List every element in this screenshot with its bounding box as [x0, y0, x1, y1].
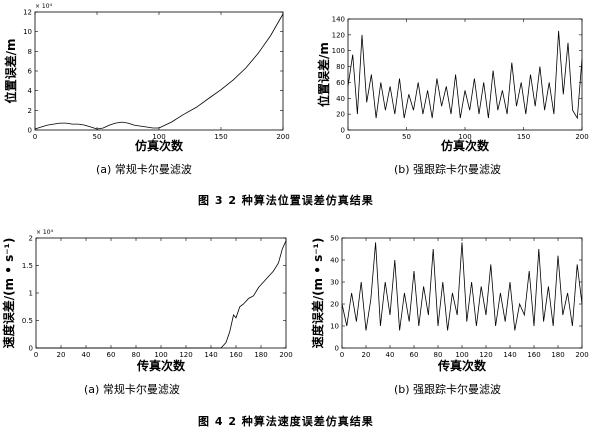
- y-tick-label: 6: [28, 68, 33, 76]
- y-tick-label: 40: [336, 95, 345, 103]
- y-axis-label: 速度误差/(m • s⁻¹): [1, 238, 16, 349]
- x-tick-label: 200: [575, 133, 588, 141]
- x-tick-label: 60: [107, 351, 116, 359]
- x-tick-label: 0: [34, 351, 38, 359]
- x-tick-label: 50: [93, 133, 102, 141]
- axis-exponent-label: × 10⁴: [36, 229, 54, 236]
- y-tick-label: 2: [29, 235, 33, 243]
- y-tick-label: 0: [28, 127, 32, 135]
- x-tick-label: 0: [340, 351, 344, 359]
- fig4-caption: 图 4 2 种算法速度误差仿真结果: [198, 415, 374, 428]
- y-tick-label: 50: [330, 235, 339, 243]
- x-tick-label: 140: [503, 351, 516, 359]
- x-axis-label: 传真次数: [136, 358, 186, 373]
- chart-4: 0 20 40 60 80 100 120 140 160 180 200 0 10 20 30 40 50 传真…: [310, 235, 589, 374]
- plot-frame: [34, 11, 284, 131]
- x-tick-label: 80: [434, 351, 443, 359]
- chart-3: 0 20 40 60 80 100 120 140 160 180 200 0 0.5 1 1.5 2 传真次数…: [1, 229, 293, 373]
- y-tick-label: 0: [29, 345, 33, 353]
- x-tick-label: 140: [204, 351, 217, 359]
- x-tick-label: 150: [214, 133, 227, 141]
- chart-1: 0 50 100 150 200 0 2 4 6 8 10 12 仿真次数 位置误差/m × 10⁴: [3, 3, 290, 153]
- series-line: [36, 240, 287, 349]
- axis-exponent-label: × 10⁴: [35, 3, 53, 10]
- x-axis-label: 仿真次数: [441, 138, 490, 153]
- x-tick-label: 100: [152, 133, 165, 141]
- x-tick-label: 50: [402, 133, 411, 141]
- plot-frame: [35, 237, 287, 349]
- x-tick-label: 40: [82, 351, 91, 359]
- x-axis-label: 仿真次数: [135, 138, 184, 153]
- y-tick-label: 120: [332, 31, 345, 39]
- x-tick-label: 150: [517, 133, 530, 141]
- y-tick-label: 8: [28, 48, 32, 56]
- series-line: [34, 13, 284, 130]
- y-axis-label: 位置误差/m: [3, 39, 18, 104]
- y-tick-label: 30: [330, 279, 339, 287]
- x-tick-label: 100: [455, 351, 468, 359]
- x-tick-label: 0: [33, 133, 37, 141]
- x-tick-label: 180: [551, 351, 564, 359]
- y-tick-label: 20: [330, 301, 339, 309]
- y-tick-label: 12: [23, 9, 32, 17]
- x-tick-label: 0: [346, 133, 350, 141]
- y-axis-label: 速度误差/(m • s⁻¹): [310, 238, 325, 349]
- y-tick-label: 2: [28, 107, 32, 115]
- x-tick-label: 200: [575, 351, 588, 359]
- chart-2: 0 50 100 150 200 0 20 40 60 80 100 120 140 仿真次数 位置误差/m: [316, 16, 589, 154]
- x-axis-label: 传真次数: [437, 358, 487, 373]
- x-tick-label: 40: [386, 351, 395, 359]
- fig3-caption: 图 3 2 种算法位置误差仿真结果: [198, 194, 374, 207]
- y-tick-label: 4: [28, 87, 33, 95]
- x-tick-label: 200: [276, 133, 289, 141]
- x-tick-label: 120: [479, 351, 492, 359]
- y-tick-label: 80: [336, 63, 345, 71]
- y-tick-label: 10: [330, 323, 339, 331]
- x-tick-label: 160: [527, 351, 540, 359]
- fig4-panel-b-caption: (b) 强跟踪卡尔曼滤波: [394, 383, 502, 396]
- y-tick-label: 1: [29, 290, 33, 298]
- x-tick-label: 100: [458, 133, 471, 141]
- fig3-panel-a-caption: (a) 常规卡尔曼滤波: [96, 163, 192, 176]
- y-tick-label: 140: [332, 16, 345, 24]
- plot-frame: [347, 18, 583, 131]
- plot-frame: [341, 237, 583, 349]
- series-line: [341, 242, 583, 331]
- x-tick-label: 80: [132, 351, 141, 359]
- y-tick-label: 10: [23, 28, 32, 36]
- x-tick-label: 160: [229, 351, 242, 359]
- y-tick-label: 40: [330, 257, 339, 265]
- y-tick-label: 60: [336, 79, 345, 87]
- x-tick-label: 100: [154, 351, 167, 359]
- fig3-panel-b-caption: (b) 强跟踪卡尔曼滤波: [394, 163, 502, 176]
- fig4-panel-a-caption: (a) 常规卡尔曼滤波: [84, 383, 180, 396]
- series-line: [347, 30, 583, 120]
- x-tick-label: 120: [179, 351, 192, 359]
- y-tick-label: 1.5: [22, 262, 33, 270]
- x-tick-label: 20: [362, 351, 371, 359]
- y-tick-label: 0: [335, 345, 339, 353]
- x-tick-label: 200: [279, 351, 292, 359]
- y-tick-label: 20: [336, 111, 345, 119]
- x-tick-label: 60: [410, 351, 419, 359]
- y-tick-label: 0: [341, 127, 345, 135]
- x-tick-label: 20: [57, 351, 66, 359]
- x-tick-label: 180: [254, 351, 267, 359]
- y-tick-label: 0.5: [22, 317, 33, 325]
- y-tick-label: 100: [332, 47, 345, 55]
- y-axis-label: 位置误差/m: [316, 42, 331, 107]
